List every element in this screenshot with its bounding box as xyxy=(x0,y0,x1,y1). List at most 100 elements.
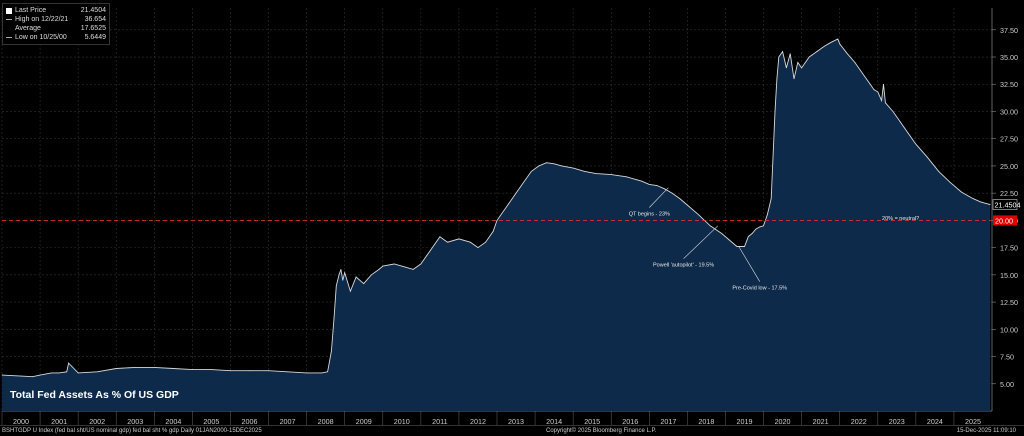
data-point xyxy=(610,174,612,176)
data-point xyxy=(824,45,825,47)
chart-title: Total Fed Assets As % Of US GDP xyxy=(10,389,179,401)
data-point xyxy=(679,198,681,200)
data-point xyxy=(382,265,384,267)
y-tick-label: 7.50 xyxy=(1000,353,1014,362)
data-point xyxy=(709,225,711,227)
y-tick-label: 15.00 xyxy=(1000,271,1018,280)
x-tick-label: 2014 xyxy=(546,417,562,426)
data-point xyxy=(287,371,288,373)
x-tick-label: 2016 xyxy=(622,417,638,426)
x-tick-label: 2008 xyxy=(318,417,334,426)
data-point xyxy=(172,368,174,369)
data-point xyxy=(846,53,848,55)
y-tick-label: 17.50 xyxy=(1000,244,1018,253)
data-point xyxy=(907,132,909,134)
last-value-label: 21.4504 xyxy=(995,201,1021,210)
data-point xyxy=(972,198,974,200)
data-point xyxy=(839,43,841,45)
x-tick-label: 2018 xyxy=(698,417,714,426)
y-tick-label: 32.50 xyxy=(1000,80,1018,89)
data-point xyxy=(656,185,658,186)
x-tick-label: 2015 xyxy=(584,417,600,426)
data-point xyxy=(428,252,429,254)
x-tick-label: 2020 xyxy=(775,417,791,426)
data-point xyxy=(584,170,585,172)
annotation-label: Powell 'autopilot' - 19.5% xyxy=(653,263,714,269)
data-point xyxy=(883,83,884,85)
data-point xyxy=(1,374,3,376)
y-tick-label: 10.00 xyxy=(1000,325,1018,334)
footer-source: BSHTGDP U Index (fed bal sht/US nominal … xyxy=(2,428,262,434)
last-value-badge xyxy=(992,199,1018,210)
data-point xyxy=(508,203,509,205)
data-point xyxy=(249,370,250,372)
annotation-label: Pre-Covid low - 17.5% xyxy=(732,286,787,292)
data-point xyxy=(338,274,340,276)
y-tick-label: 22.50 xyxy=(1000,189,1018,198)
data-point xyxy=(770,198,772,200)
x-tick-label: 2000 xyxy=(13,417,29,426)
data-point xyxy=(538,165,540,167)
legend-low: Low on 10/25/00 5.6449 xyxy=(6,33,106,42)
low-line-icon xyxy=(6,37,12,38)
data-point xyxy=(759,226,761,228)
data-point xyxy=(873,89,875,91)
data-point xyxy=(363,283,365,284)
data-point xyxy=(77,372,79,374)
data-point xyxy=(698,214,700,216)
data-point xyxy=(330,350,332,352)
y-tick-label: 12.50 xyxy=(1000,298,1018,307)
x-tick-label: 2005 xyxy=(203,417,219,426)
x-tick-label: 2022 xyxy=(851,417,867,426)
data-point xyxy=(355,276,357,278)
data-point xyxy=(869,83,871,85)
data-point xyxy=(837,38,839,40)
legend-last-price: Last Price 21.4504 xyxy=(6,6,106,15)
data-point xyxy=(854,62,856,63)
data-point xyxy=(989,204,991,205)
data-point xyxy=(378,269,380,270)
annotation-leader xyxy=(738,246,760,282)
annotation-leader xyxy=(649,187,669,208)
data-point xyxy=(892,111,894,112)
data-point xyxy=(211,369,212,371)
data-point xyxy=(763,225,764,227)
data-point xyxy=(900,121,902,123)
data-point xyxy=(664,188,665,190)
annotation-label: 20% = neutral? xyxy=(882,216,919,222)
y-tick-label: 30.00 xyxy=(1000,107,1018,116)
data-point xyxy=(721,233,723,234)
last-price-swatch-icon xyxy=(6,7,12,14)
data-point xyxy=(744,246,745,247)
data-point xyxy=(831,41,833,43)
series-line xyxy=(1,38,991,378)
data-point xyxy=(39,374,41,376)
data-point xyxy=(485,241,486,243)
data-point xyxy=(58,372,60,374)
x-tick-label: 2009 xyxy=(356,417,372,426)
data-point xyxy=(306,372,308,374)
y-tick-label: 35.00 xyxy=(1000,53,1018,62)
x-tick-label: 2021 xyxy=(813,417,829,426)
data-point xyxy=(439,236,441,238)
data-point xyxy=(797,62,799,63)
data-point xyxy=(747,236,749,238)
data-point xyxy=(881,100,882,101)
data-point xyxy=(782,51,783,52)
data-point xyxy=(626,176,627,178)
data-point xyxy=(949,181,951,183)
y-tick-label: 37.50 xyxy=(1000,26,1018,35)
data-point xyxy=(66,371,68,373)
data-point xyxy=(751,233,753,234)
data-point xyxy=(469,241,471,243)
reference-value-badge xyxy=(993,215,1017,226)
data-point xyxy=(553,163,555,165)
data-point xyxy=(191,369,193,371)
data-point xyxy=(134,367,136,368)
data-point xyxy=(801,67,803,69)
data-point xyxy=(420,263,422,265)
data-point xyxy=(477,247,479,249)
x-tick-label: 2012 xyxy=(470,417,486,426)
legend-high: High on 12/22/21 36.654 xyxy=(6,15,106,24)
